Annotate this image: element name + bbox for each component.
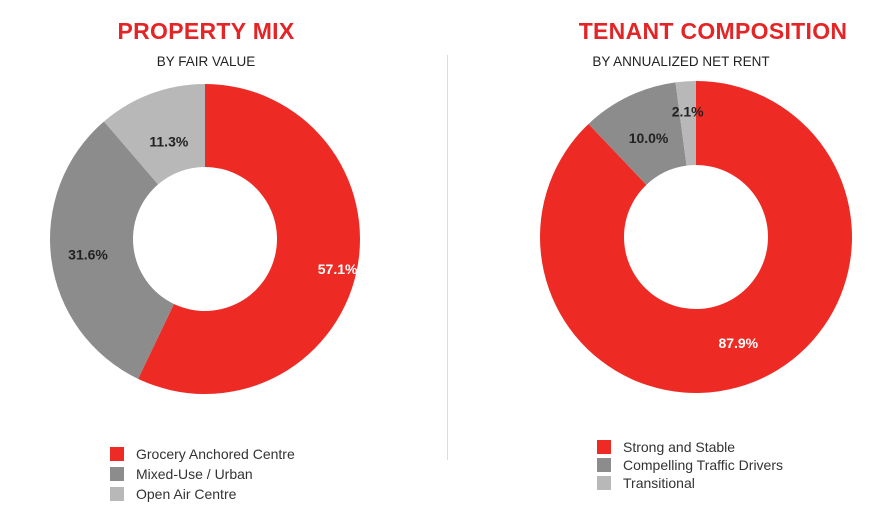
donut-slice-label-3: 2.1% <box>672 103 704 119</box>
donut-slice-label-1: 57.1% <box>318 261 358 277</box>
donut-slice-2 <box>588 82 687 185</box>
legend-swatch <box>597 476 611 490</box>
legend-item: Mixed-Use / Urban <box>110 464 295 484</box>
legend-tenant-composition: Strong and Stable Compelling Traffic Dri… <box>597 438 783 492</box>
donut-slice-label-2: 10.0% <box>629 130 669 146</box>
panel-divider <box>447 55 448 460</box>
legend-label: Strong and Stable <box>623 439 736 455</box>
legend-swatch <box>110 467 124 481</box>
legend-swatch <box>597 458 611 472</box>
donut-slice-label-1: 87.9% <box>718 335 758 351</box>
chart-title-property-mix: PROPERTY MIX <box>117 18 295 44</box>
donut-slice-2 <box>50 121 174 379</box>
legend-label: Compelling Traffic Drivers <box>623 457 784 473</box>
legend-label: Grocery Anchored Centre <box>136 446 295 462</box>
legend-item: Transitional <box>597 474 783 492</box>
legend-property-mix: Grocery Anchored Centre Mixed-Use / Urba… <box>110 444 295 504</box>
legend-item: Open Air Centre <box>110 484 295 504</box>
chart-subtitle-fair-value: BY FAIR VALUE <box>156 54 256 69</box>
donut-slice-3 <box>675 81 696 166</box>
donut-slice-label-2: 31.6% <box>68 247 108 263</box>
legend-item: Grocery Anchored Centre <box>110 444 295 464</box>
legend-label: Open Air Centre <box>136 486 237 502</box>
legend-item: Strong and Stable <box>597 438 783 456</box>
legend-swatch <box>597 440 611 454</box>
donut-slice-3 <box>103 84 205 185</box>
legend-swatch <box>110 447 124 461</box>
legend-item: Compelling Traffic Drivers <box>597 456 783 474</box>
donut-chart-property-mix: 57.1% 31.6% 11.3% <box>50 84 360 394</box>
chart-title-tenant-composition: TENANT COMPOSITION <box>578 18 848 44</box>
legend-label: Transitional <box>623 475 695 491</box>
donut-slice-1 <box>540 81 852 394</box>
chart-subtitle-annualized-net-rent: BY ANNUALIZED NET RENT <box>592 54 770 69</box>
donut-chart-tenant-composition: 87.9% 10.0%2.1% <box>540 81 852 394</box>
legend-swatch <box>110 487 124 501</box>
donut-slice-label-3: 11.3% <box>149 133 188 149</box>
donut-slice-1 <box>138 84 360 394</box>
legend-label: Mixed-Use / Urban <box>136 466 253 482</box>
